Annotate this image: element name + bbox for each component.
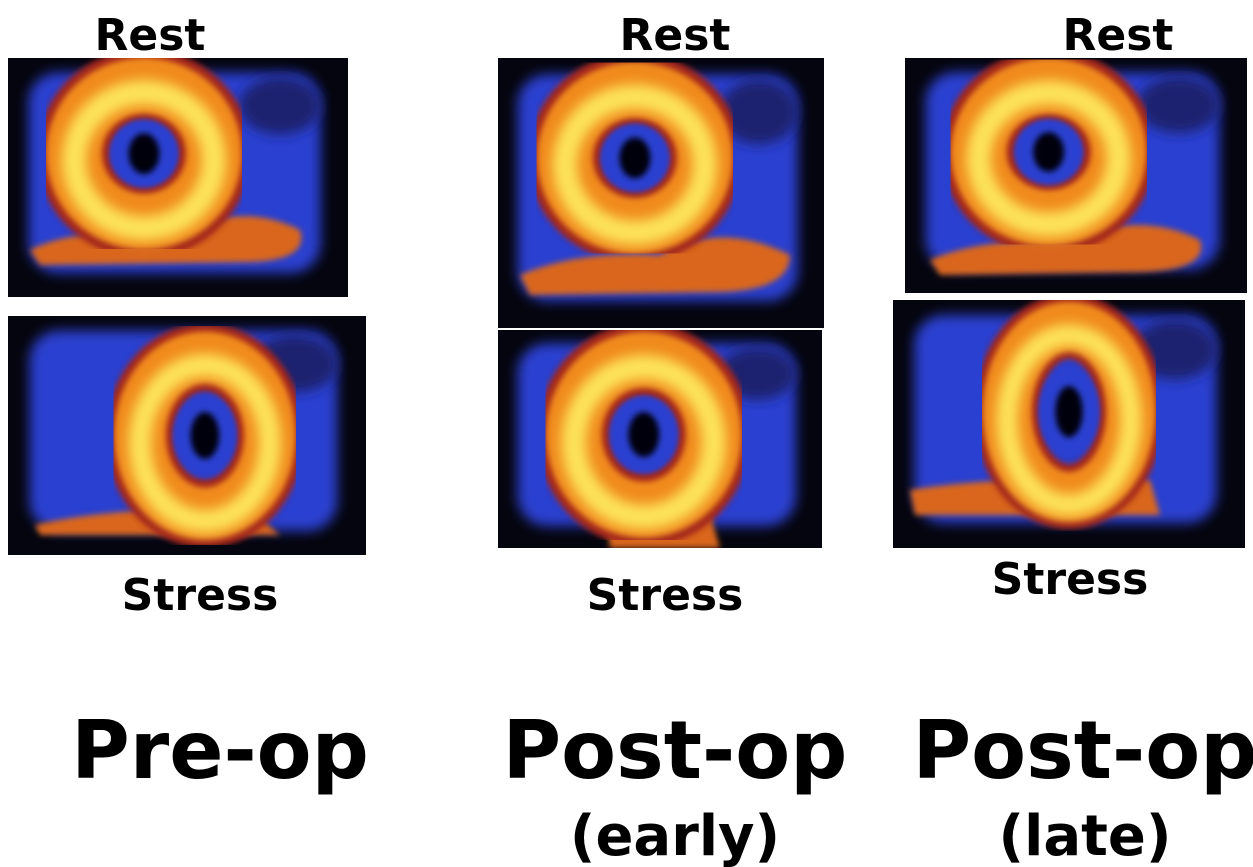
tissue-dark	[239, 77, 321, 134]
rest-label: Rest	[620, 10, 731, 61]
scan	[905, 58, 1247, 293]
panel-title: Post-op	[913, 704, 1253, 797]
scan	[8, 316, 366, 555]
scan	[498, 330, 822, 548]
scan	[498, 58, 824, 328]
scan-images	[8, 58, 1247, 555]
cavity	[191, 412, 220, 459]
cavity	[1055, 386, 1082, 437]
stress-label: Stress	[587, 570, 744, 621]
cavity	[1033, 132, 1064, 172]
scan	[8, 58, 348, 297]
cavity	[620, 138, 651, 179]
panel-title: Pre-op	[71, 704, 369, 797]
figure: Rest Stress Pre-op Rest Stress Post-op (…	[0, 0, 1253, 867]
scan	[893, 300, 1245, 548]
rest-label: Rest	[95, 10, 206, 61]
panel-subtitle: (late)	[999, 804, 1172, 867]
cavity	[129, 133, 160, 174]
rest-label: Rest	[1063, 10, 1174, 61]
stress-label: Stress	[992, 554, 1149, 605]
panel-title: Post-op	[503, 704, 848, 797]
stress-label: Stress	[122, 570, 279, 621]
panel-subtitle: (early)	[570, 804, 780, 867]
cavity	[628, 412, 659, 457]
